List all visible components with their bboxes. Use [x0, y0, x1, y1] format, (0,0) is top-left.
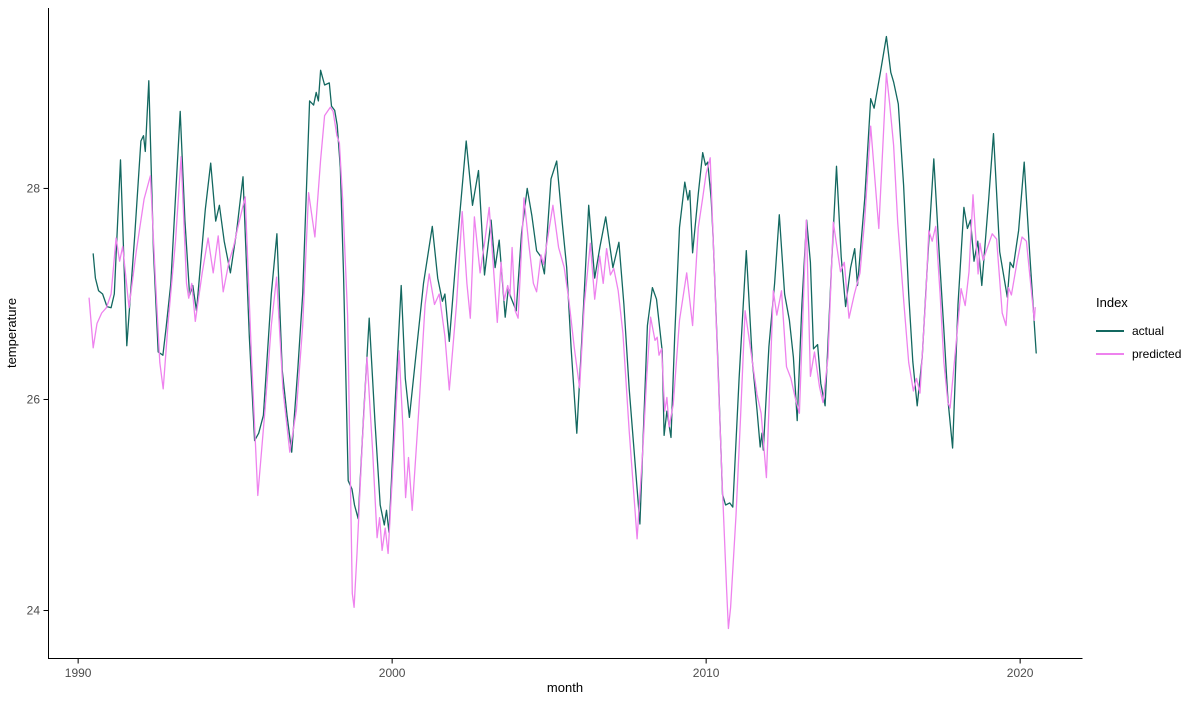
x-tick-label: 2010 [693, 666, 720, 680]
predicted-series-line [88, 72, 1036, 630]
y-tick-label: 24 [27, 604, 41, 618]
legend: Index actual predicted [1096, 295, 1181, 361]
y-tick-label: 28 [27, 181, 41, 195]
legend-title: Index [1096, 295, 1128, 310]
legend-label-actual: actual [1132, 324, 1164, 338]
legend-label-predicted: predicted [1132, 347, 1181, 361]
x-axis-title: month [547, 680, 583, 695]
y-axis-title: temperature [4, 298, 19, 368]
actual-series-line [92, 35, 1037, 534]
plot-area: 1990 2000 2010 2020 24 26 28 [27, 35, 1037, 680]
x-tick-label: 2020 [1007, 666, 1034, 680]
y-tick-label: 26 [27, 392, 41, 406]
x-tick-label: 2000 [379, 666, 406, 680]
x-tick-label: 1990 [65, 666, 92, 680]
